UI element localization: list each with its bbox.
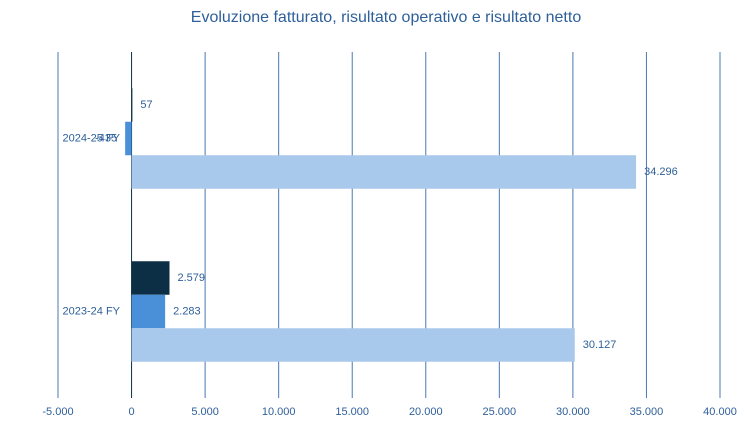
x-tick-label: 5.000	[191, 406, 219, 418]
value-label: 57	[140, 99, 152, 111]
x-tick-label: 40.000	[703, 406, 737, 418]
bar	[131, 261, 170, 295]
x-tick-label: 10.000	[262, 406, 296, 418]
value-label: 2.283	[173, 305, 201, 317]
x-tick-label: 25.000	[483, 406, 517, 418]
value-label: -435	[95, 132, 117, 144]
bar	[131, 155, 637, 189]
value-label: 30.127	[583, 339, 617, 351]
x-tick-label: 15.000	[335, 406, 369, 418]
x-tick-label: 0	[128, 406, 134, 418]
y-tick-label: 2024-25 FY	[63, 132, 121, 144]
x-tick-label: 30.000	[556, 406, 590, 418]
bar	[125, 121, 132, 156]
value-label: 2.579	[177, 272, 205, 284]
value-label: 34.296	[644, 166, 678, 178]
bar	[131, 88, 133, 122]
x-tick-label: -5.000	[42, 406, 73, 418]
x-tick-label: 20.000	[409, 406, 443, 418]
x-tick-label: 35.000	[630, 406, 664, 418]
bar	[131, 294, 166, 329]
bar	[131, 328, 575, 362]
chart-title: Evoluzione fatturato, risultato operativ…	[191, 9, 582, 26]
y-tick-label: 2023-24 FY	[63, 305, 121, 317]
